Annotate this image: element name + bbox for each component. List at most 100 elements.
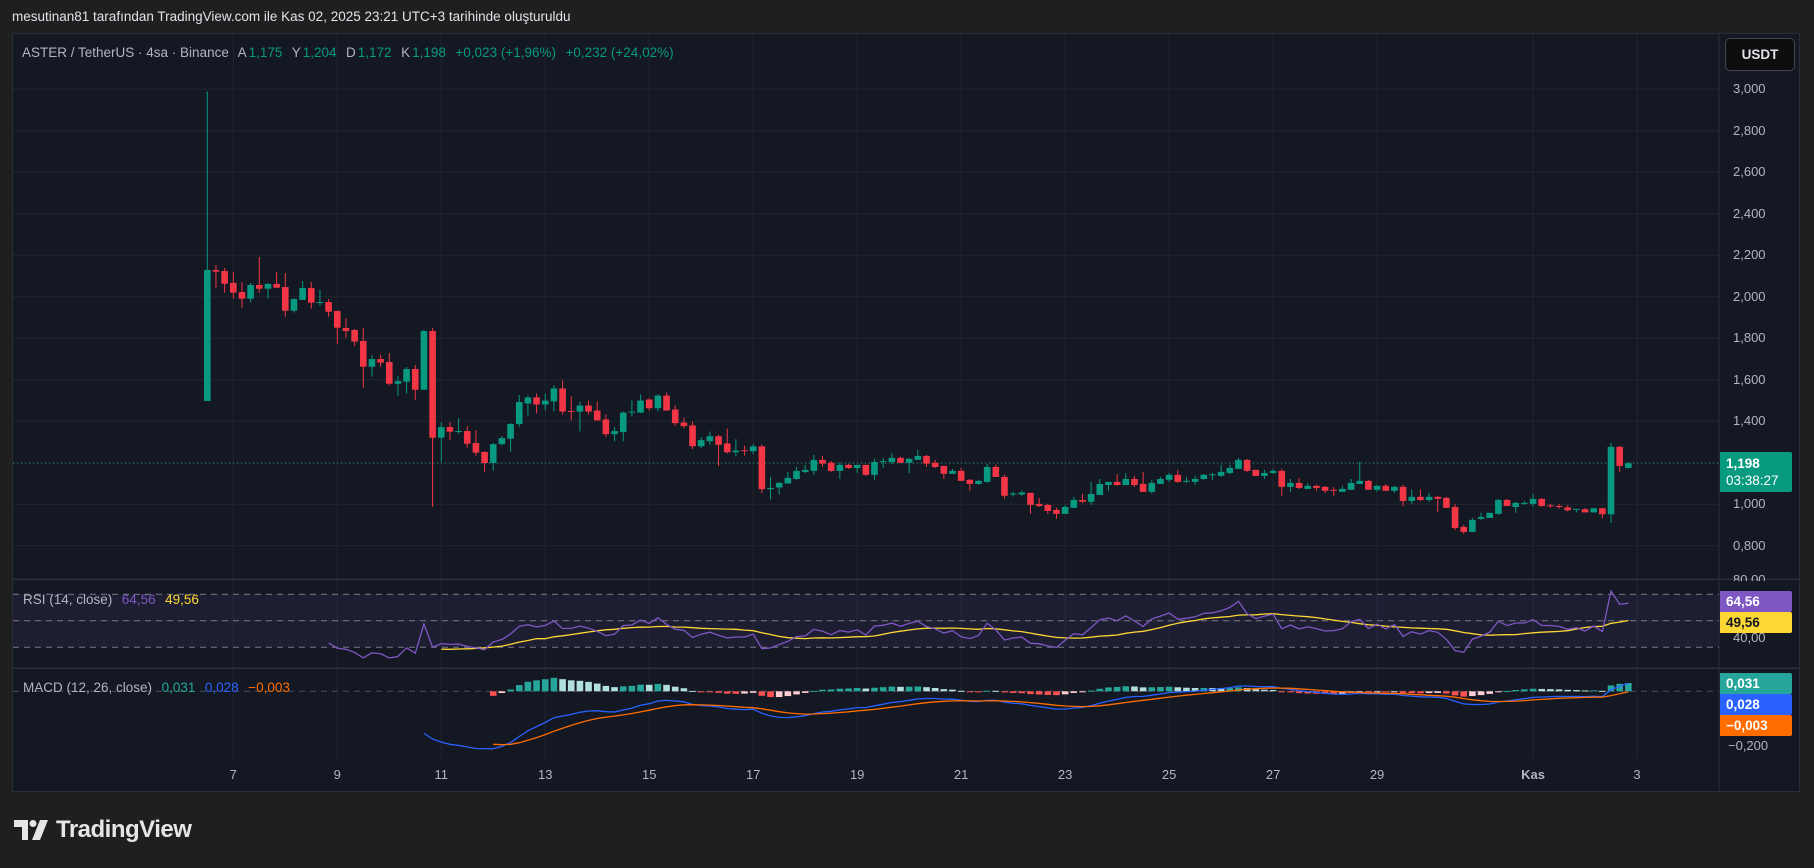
candle-body — [307, 288, 315, 303]
candle-body — [689, 425, 696, 447]
candle — [1460, 524, 1468, 534]
macd-histogram-bar — [611, 687, 618, 692]
rsi-title[interactable]: RSI (14, close) — [23, 592, 113, 607]
price-axis-label: 2,400 — [1733, 205, 1766, 221]
candle — [1486, 512, 1494, 518]
candle-body — [975, 480, 982, 484]
candle-body — [905, 458, 913, 463]
candle-body — [342, 327, 350, 332]
macd-histogram-bar — [819, 689, 826, 692]
candle-body — [359, 340, 367, 367]
candlestick-series — [204, 91, 1632, 534]
candle — [446, 422, 454, 440]
candle-body — [1590, 508, 1597, 513]
macd-histogram-bar — [541, 679, 549, 692]
candle-body — [1157, 478, 1164, 484]
macd-histogram-bar — [1087, 690, 1095, 692]
candle-body — [1425, 496, 1433, 500]
candle — [975, 479, 982, 485]
macd-title[interactable]: MACD (12, 26, close) — [23, 680, 153, 695]
candle — [1512, 501, 1520, 513]
macd-histogram-bar — [1226, 687, 1234, 692]
candle-body — [455, 431, 462, 433]
candle-body — [385, 361, 393, 384]
candle — [1209, 472, 1216, 480]
time-axis-label: 25 — [1161, 767, 1177, 782]
candle-body — [758, 446, 766, 490]
current-price-tag: 1,198 03:38:27 — [1720, 452, 1792, 492]
price-axis-label: 1,800 — [1733, 330, 1766, 346]
candle-body — [1217, 471, 1225, 476]
candle — [541, 393, 549, 411]
macd-signal-tag: −0,003 — [1720, 715, 1792, 736]
candle-body — [671, 409, 679, 424]
macd-histogram-bar — [1321, 691, 1329, 694]
candle-body — [204, 270, 211, 401]
candle — [1408, 489, 1416, 504]
candle — [758, 444, 766, 494]
candle-body — [255, 284, 263, 289]
bar-countdown: 03:38:27 — [1726, 473, 1779, 488]
macd-histogram-bar — [1581, 690, 1589, 692]
macd-histogram-bar — [1451, 691, 1459, 696]
candle — [1599, 508, 1606, 519]
macd-histogram-bar — [680, 688, 688, 692]
candle-body — [879, 460, 887, 462]
macd-histogram-bar — [524, 681, 532, 692]
macd-histogram-bar — [498, 691, 506, 694]
time-axis-label: 19 — [849, 767, 865, 782]
macd-histogram-bar — [1521, 689, 1528, 692]
time-axis-label: 29 — [1369, 767, 1385, 782]
macd-histogram-bar — [645, 684, 653, 692]
candle — [897, 456, 904, 463]
candle — [1079, 493, 1086, 503]
candle-body — [394, 381, 402, 384]
candle — [862, 464, 870, 476]
symbol-title[interactable]: ASTER / TetherUS · 4sa · Binance — [22, 45, 229, 60]
candle-body — [368, 359, 376, 367]
candle-body — [559, 388, 566, 412]
candle-body — [1027, 492, 1034, 505]
macd-histogram-bar — [1373, 691, 1381, 693]
candle — [1269, 468, 1277, 475]
candle — [645, 398, 653, 411]
chart-frame[interactable] — [12, 33, 1800, 792]
macd-histogram-bar — [663, 684, 670, 692]
candle-body — [247, 284, 254, 299]
candle — [966, 478, 974, 491]
candle — [1339, 485, 1346, 492]
candle-body — [498, 438, 506, 445]
candle — [680, 417, 688, 429]
macd-histogram-bar — [1148, 687, 1156, 692]
candle — [481, 450, 488, 472]
macd-histogram-bar — [888, 686, 896, 692]
candle-body — [1555, 505, 1563, 507]
macd-histogram-bar — [1538, 688, 1546, 692]
candle — [238, 282, 246, 308]
candle-body — [1581, 509, 1589, 513]
candle — [1018, 490, 1026, 496]
macd-histogram-bar — [671, 686, 679, 692]
candle-body — [1477, 516, 1485, 519]
macd-histogram-bar — [810, 690, 818, 692]
candle — [836, 462, 844, 479]
candle — [827, 460, 835, 472]
macd-histogram-bar — [775, 691, 783, 698]
candle — [775, 481, 783, 495]
candle-body — [264, 283, 272, 289]
candle-body — [1287, 482, 1294, 487]
currency-button[interactable]: USDT — [1725, 38, 1795, 71]
macd-histogram-bar — [1191, 687, 1199, 692]
candle-body — [663, 395, 670, 411]
candle — [992, 464, 1000, 477]
tradingview-logo[interactable]: TradingView — [14, 816, 192, 844]
macd-histogram-bar — [637, 684, 644, 692]
candle — [1391, 485, 1398, 493]
macd-signal-value: −0,003 — [248, 680, 290, 695]
macd-histogram-bar — [975, 691, 982, 693]
macd-histogram-bar — [1477, 691, 1485, 696]
candle-body — [420, 331, 428, 390]
rsi-ma-value: 49,56 — [165, 592, 199, 607]
candle-body — [1460, 526, 1468, 532]
